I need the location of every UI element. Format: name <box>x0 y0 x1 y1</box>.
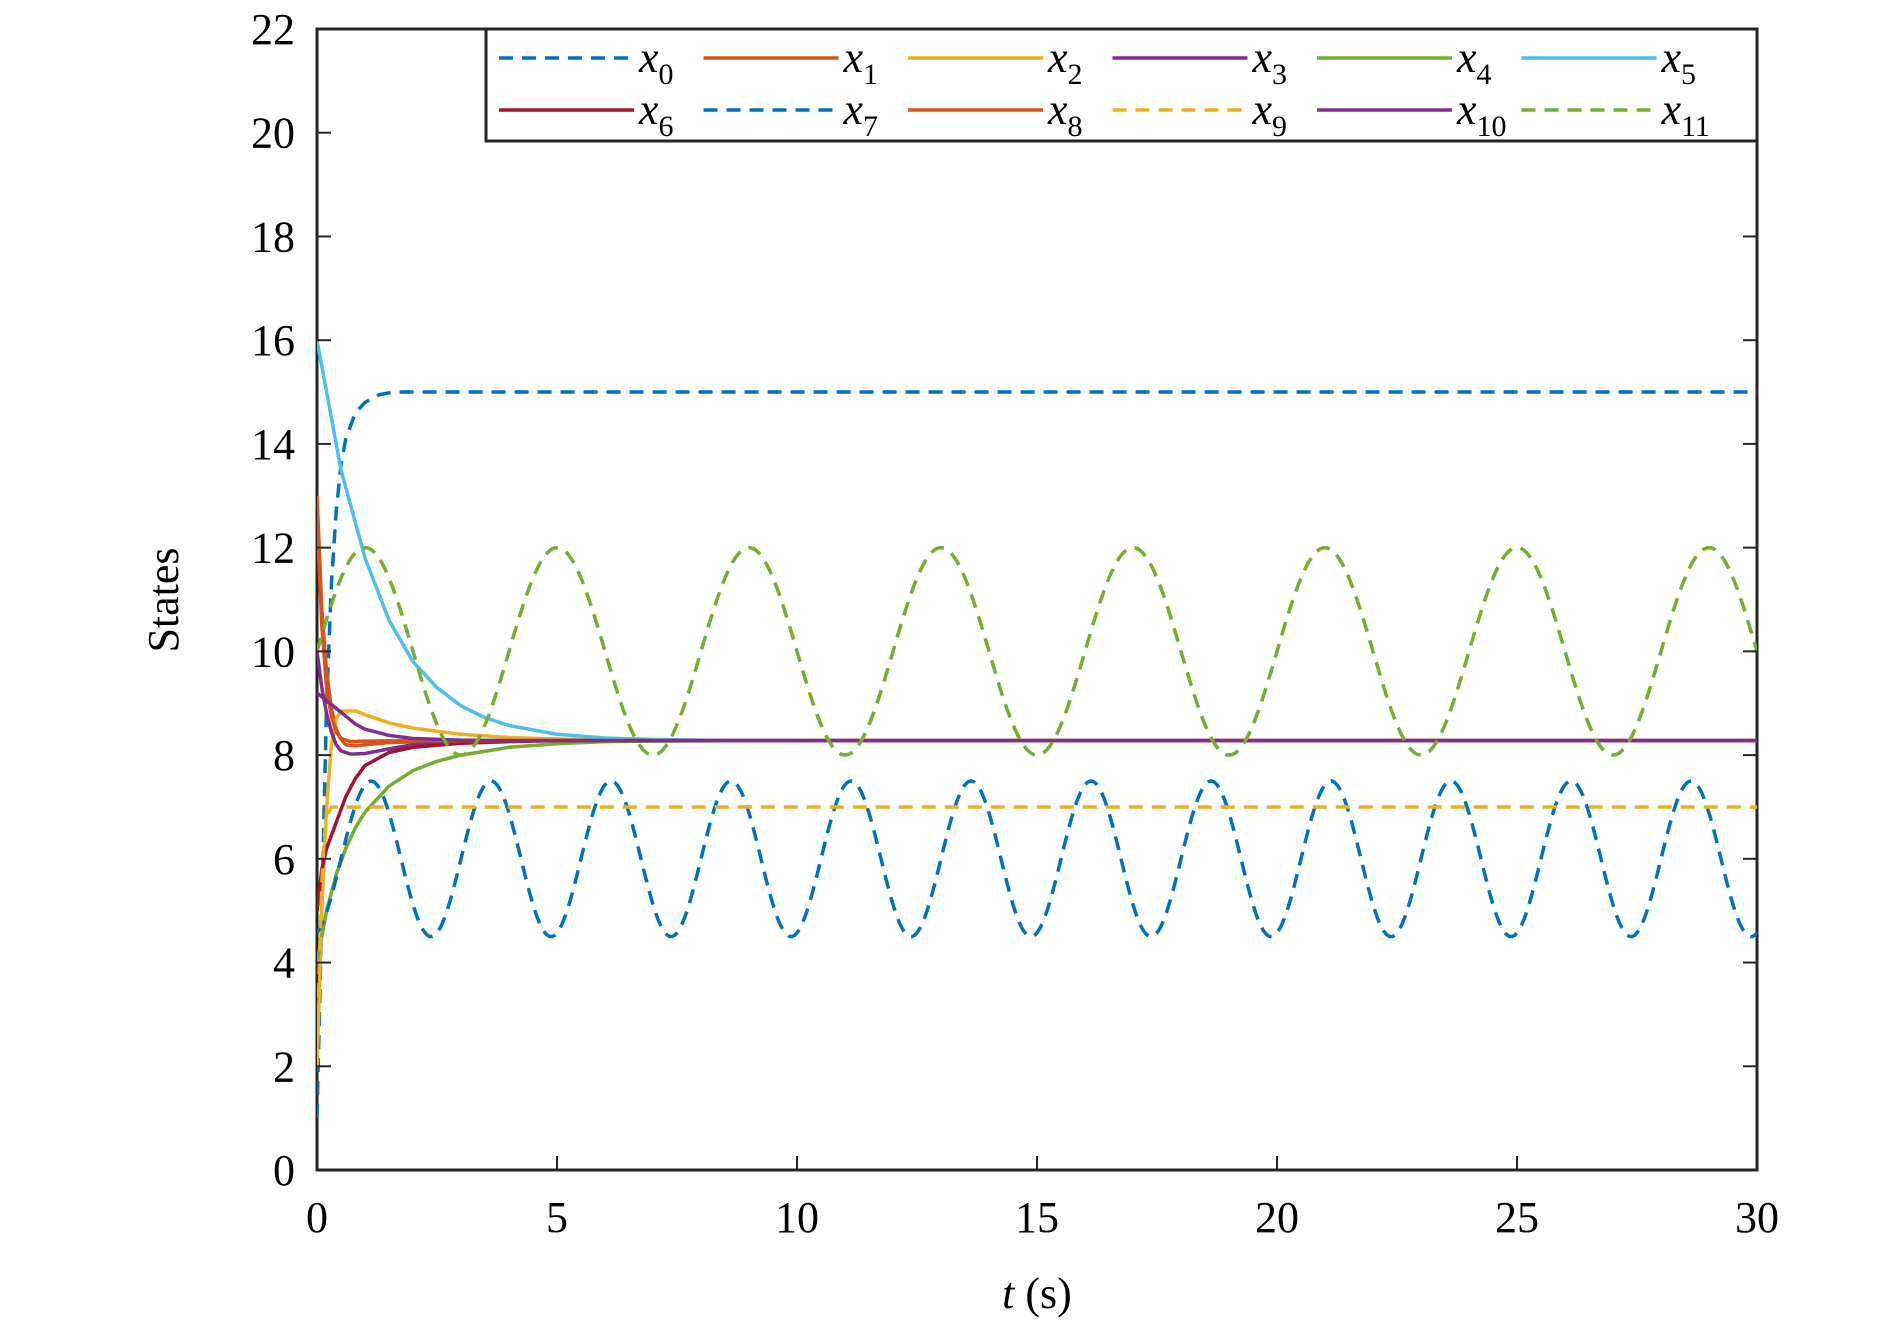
y-tick-label: 10 <box>251 627 295 676</box>
legend-label-var: x <box>1661 33 1682 82</box>
x-tick-label: 10 <box>775 1193 819 1242</box>
y-tick-label: 6 <box>273 835 295 884</box>
y-tick-label: 0 <box>273 1146 295 1195</box>
x-axis-variable: t <box>1002 1269 1016 1318</box>
y-tick-label: 18 <box>251 212 295 261</box>
y-tick-label: 12 <box>251 524 295 573</box>
legend-label-var: x <box>1252 33 1273 82</box>
legend-label-sub: 2 <box>1068 58 1083 91</box>
legend-label-var: x <box>843 33 864 82</box>
legend-label-sub: 10 <box>1477 110 1507 143</box>
y-tick-label: 22 <box>251 5 295 54</box>
x-tick-label: 15 <box>1015 1193 1059 1242</box>
y-axis-label: States <box>139 547 188 652</box>
legend-label-sub: 9 <box>1272 110 1287 143</box>
legend-label-var: x <box>1047 33 1068 82</box>
legend-label: x3 <box>1252 33 1288 91</box>
legend-label-sub: 11 <box>1681 110 1710 143</box>
legend-label: x8 <box>1047 85 1083 143</box>
legend-label: x1 <box>843 33 879 91</box>
series-line-x8 <box>317 516 1757 744</box>
y-tick-label: 2 <box>273 1042 295 1091</box>
legend-label-sub: 5 <box>1681 58 1696 91</box>
y-tick-label: 8 <box>273 731 295 780</box>
legend-label-var: x <box>638 33 659 82</box>
x-tick-label: 20 <box>1255 1193 1299 1242</box>
y-tick-label: 20 <box>251 109 295 158</box>
legend-box <box>484 27 1759 143</box>
y-tick-label: 14 <box>251 420 295 469</box>
legend-label-var: x <box>638 85 659 134</box>
series-line-x7 <box>317 779 1757 939</box>
legend-label: x6 <box>638 85 674 143</box>
legend-label: x5 <box>1661 33 1697 91</box>
legend-label-var: x <box>1456 33 1477 82</box>
series-line-x11 <box>317 545 1757 757</box>
x-tick-label: 5 <box>546 1193 568 1242</box>
legend-label-sub: 4 <box>1477 58 1492 91</box>
legend-label-sub: 1 <box>863 58 878 91</box>
x-tick-label: 0 <box>306 1193 328 1242</box>
legend-label-sub: 3 <box>1272 58 1287 91</box>
x-tick-label: 30 <box>1735 1193 1779 1242</box>
legend-label-sub: 6 <box>659 110 674 143</box>
legend-label: x0 <box>638 33 674 91</box>
legend-label-var: x <box>1047 85 1068 134</box>
x-tick-label: 25 <box>1495 1193 1539 1242</box>
legend-label-var: x <box>843 85 864 134</box>
legend-label: x2 <box>1047 33 1083 91</box>
legend-label: x7 <box>843 85 879 143</box>
legend-label: x9 <box>1252 85 1288 143</box>
y-tick-label: 16 <box>251 316 295 365</box>
plot-area <box>315 27 1759 1172</box>
x-axis-label: t (s) <box>1002 1269 1072 1318</box>
series-line-x0 <box>317 390 1757 1119</box>
legend-label: x10 <box>1456 85 1507 143</box>
legend-label-sub: 7 <box>863 110 878 143</box>
legend-label-var: x <box>1252 85 1273 134</box>
legend-label-var: x <box>1456 85 1477 134</box>
x-axis-unit: (s) <box>1014 1269 1071 1318</box>
legend-label: x4 <box>1456 33 1492 91</box>
legend-label-sub: 0 <box>659 58 674 91</box>
legend-label-var: x <box>1661 85 1682 134</box>
legend-label: x11 <box>1661 85 1710 143</box>
series-layer <box>317 339 1757 1119</box>
y-tick-label: 4 <box>273 939 295 988</box>
legend-label-sub: 8 <box>1068 110 1083 143</box>
